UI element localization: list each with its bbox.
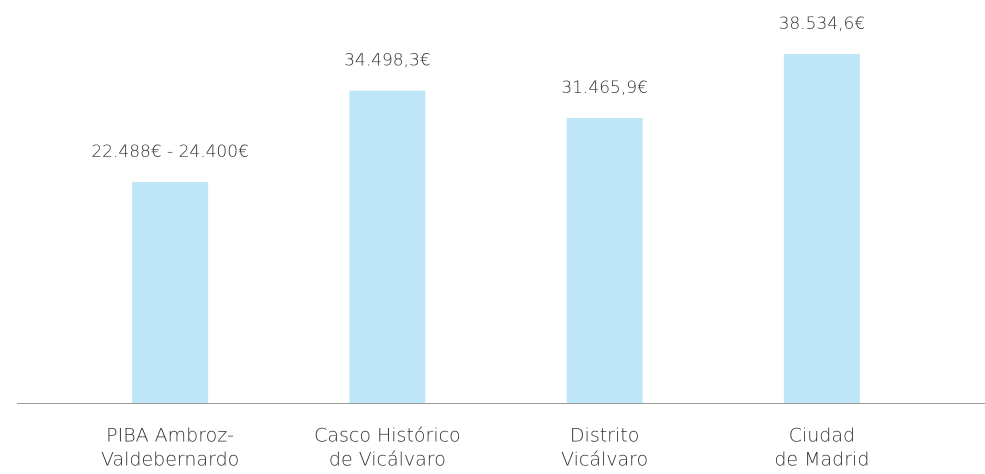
bar: [783, 54, 860, 403]
value-label: 31.465,9€: [561, 78, 648, 98]
x-tick-label: Valdebernardo: [101, 449, 239, 471]
x-tick-label: Ciudad: [789, 425, 855, 447]
x-tick-label: Vicálvaro: [561, 449, 648, 471]
x-tick-label: de Vicálvaro: [329, 449, 446, 471]
x-tick-label: Distrito: [570, 425, 639, 447]
bar: [132, 182, 209, 403]
x-tick-label: Casco Histórico: [314, 425, 461, 447]
value-label: 38.534,6€: [779, 14, 866, 34]
value-label: 34.498,3€: [344, 51, 431, 71]
bar: [349, 90, 426, 403]
value-label: 22.488€ - 24.400€: [91, 142, 249, 162]
x-tick-label: de Madrid: [774, 449, 869, 471]
x-tick-label: PIBA Ambroz-: [106, 425, 234, 447]
bar: [566, 118, 643, 403]
